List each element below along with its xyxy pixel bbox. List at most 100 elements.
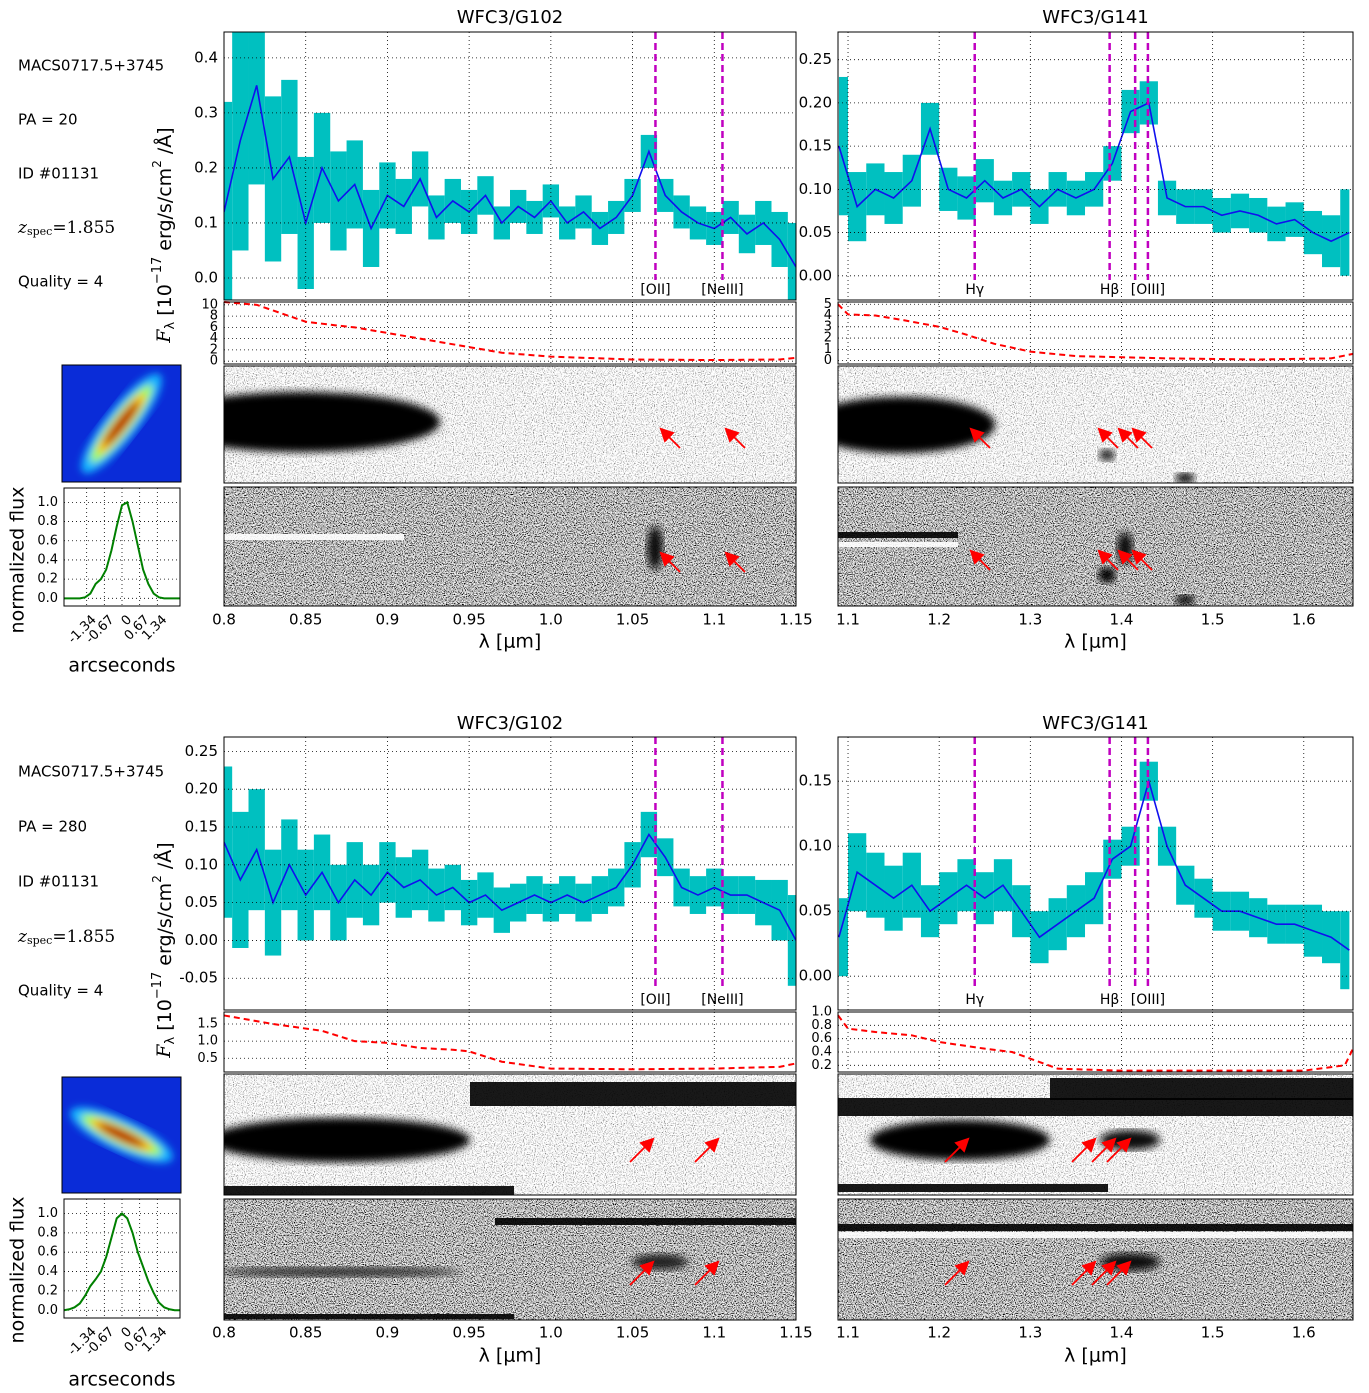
spectrum-layer (224, 766, 796, 986)
x-tick-label: 1.15 (779, 611, 812, 629)
y-tick-label: 0.8 (37, 514, 58, 529)
quality: Quality = 4 (18, 982, 103, 1000)
thumbnail-source (81, 373, 162, 474)
x-axis-label: λ [μm] (1064, 1345, 1127, 1367)
plot-area (224, 302, 796, 364)
arrow (1117, 427, 1139, 449)
image-frame (223, 365, 797, 484)
y-tick-label: 0.0 (37, 591, 58, 606)
x-tick-label: 1.6 (1292, 1324, 1316, 1342)
flux-line (838, 778, 1350, 951)
x-tick-label: 1.1 (702, 611, 726, 629)
x-axis-label: arcseconds (68, 655, 175, 677)
redshift-subscript: spec (27, 934, 52, 947)
emission-line-label: [OIII] (1131, 992, 1165, 1008)
image-frame (223, 1073, 797, 1196)
y-tick-label: 1.0 (37, 495, 58, 510)
y-axis-label-part: λ (163, 322, 178, 330)
spectrum-2d-image (838, 1199, 1353, 1320)
redshift: zspec=1.855 (17, 218, 115, 239)
plot-frame (63, 1198, 181, 1319)
plot-frame (223, 31, 797, 301)
arrow (969, 549, 991, 571)
chart-title: WFC3/G141 (1042, 713, 1149, 734)
arrow (659, 427, 681, 449)
emission-line-label: [OIII] (1131, 282, 1165, 298)
x-axis-label: λ [μm] (479, 1345, 542, 1367)
image-frame (837, 486, 1354, 607)
spectrum-layer (838, 761, 1350, 990)
y-tick-label: 0.2 (37, 572, 58, 587)
arrow (1097, 427, 1119, 449)
spectrum-2d-image (838, 1074, 1353, 1195)
y-axis-label: Fλ [10−17 erg/s/cm2 /Å] (150, 127, 178, 343)
y-tick-label: 0.10 (799, 837, 832, 855)
redshift: zspec=1.855 (17, 927, 115, 948)
emission-line-label: Hγ (965, 992, 984, 1008)
y-tick-label: 0.05 (799, 902, 832, 920)
y-tick-label: 0.8 (37, 1225, 58, 1240)
x-tick-label: 0.85 (289, 1324, 322, 1342)
x-tick-label: 0.9 (375, 1324, 399, 1342)
arrow (1131, 549, 1153, 571)
y-axis-label-part: [10 (154, 999, 176, 1037)
y-axis-label-part: erg/s/cm (154, 168, 176, 257)
sensitivity-line (223, 1014, 797, 1071)
x-tick-label: 0.95 (452, 611, 485, 629)
y-tick-label: -0.05 (179, 969, 218, 987)
chart-title: WFC3/G102 (457, 713, 564, 734)
sensitivity-line (223, 301, 797, 362)
x-tick-label: 1.0 (539, 611, 563, 629)
x-axis-label: λ [μm] (1064, 631, 1127, 653)
y-tick-label: 3 (824, 319, 832, 334)
y-axis-label: normalized flux (7, 1197, 29, 1344)
y-tick-label: 0.4 (37, 1264, 58, 1279)
plot-frame (223, 301, 797, 365)
error-band (1340, 911, 1350, 990)
x-tick-label: 0.95 (452, 1324, 485, 1342)
plot-frame (837, 1011, 1354, 1073)
y-axis-label-part: −17 (150, 972, 165, 999)
flux-line (224, 85, 796, 268)
arrow (1117, 549, 1139, 571)
y-tick-label: 0.5 (197, 1051, 218, 1066)
arrow (694, 1137, 720, 1163)
spectrum-2d-image (224, 1074, 796, 1195)
spectrum-2d-image (224, 487, 796, 606)
emission-line-label: [NeIII] (701, 992, 743, 1008)
y-tick-label: 0.6 (37, 533, 58, 548)
y-axis-label-part: λ (163, 1037, 178, 1045)
y-tick-label: 0.00 (185, 931, 218, 949)
image-frame (837, 1198, 1354, 1321)
y-tick-label: 1.0 (811, 1005, 832, 1020)
emission-line-label: Hγ (965, 282, 984, 298)
error-band (224, 766, 233, 918)
y-tick-label: 0.25 (185, 742, 218, 760)
arrow (944, 1260, 970, 1286)
arrow (629, 1137, 655, 1163)
y-axis-label-part: /Å] (153, 127, 176, 160)
y-tick-label: 0.4 (811, 1045, 832, 1060)
arrow (1131, 427, 1153, 449)
x-tick-label: 1.0 (539, 1324, 563, 1342)
y-axis-label: Fλ [10−17 erg/s/cm2 /Å] (150, 842, 178, 1058)
arrow (944, 1137, 970, 1163)
emission-line-label: [OII] (640, 282, 670, 298)
x-tick-label: 0.8 (212, 1324, 236, 1342)
y-tick-label: 6 (210, 320, 218, 335)
error-band (787, 895, 796, 986)
plot-area (838, 302, 1353, 364)
sensitivity-line (837, 1014, 1354, 1072)
image-frame (837, 1073, 1354, 1196)
y-tick-label: 4 (824, 308, 832, 323)
plot-frame (223, 736, 797, 1011)
y-axis-label-part: −17 (150, 257, 165, 284)
y-tick-label: 0 (824, 353, 832, 368)
x-tick-label: 1.1 (836, 611, 860, 629)
emission-line-label: Hβ (1100, 282, 1119, 298)
chart-title: WFC3/G141 (1042, 7, 1149, 28)
chart-title: WFC3/G102 (457, 7, 564, 28)
x-tick-label: 1.2 (927, 1324, 951, 1342)
y-tick-label: 0.15 (185, 817, 218, 835)
error-band (838, 76, 849, 216)
